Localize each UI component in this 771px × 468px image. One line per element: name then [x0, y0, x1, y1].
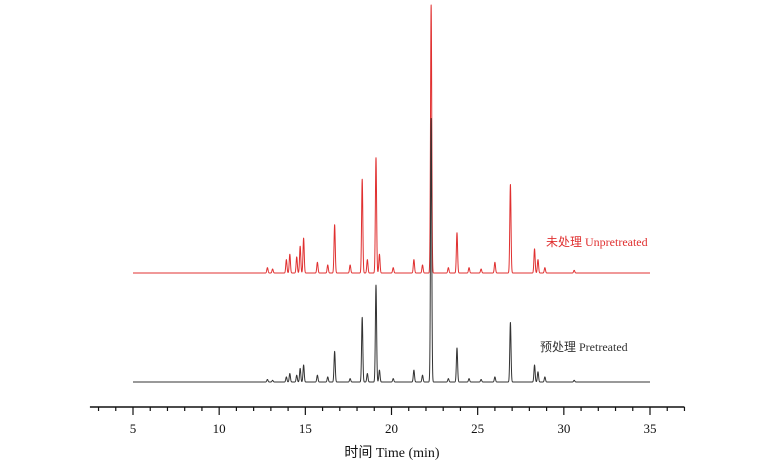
x-tick-label: 10: [213, 421, 226, 436]
series-label-1: 预处理 Pretreated: [540, 340, 628, 354]
traces-layer: [132, 4, 651, 383]
x-tick-label: 30: [557, 421, 570, 436]
x-tick-label: 15: [299, 421, 312, 436]
x-tick-label: 35: [644, 421, 657, 436]
x-axis: 5 10 15 20 25 30 35: [89, 406, 686, 436]
x-tick-label: 25: [471, 421, 484, 436]
x-axis-title: 时间 Time (min): [344, 445, 439, 461]
series-line-1: [132, 118, 651, 383]
series-line-0: [132, 4, 651, 274]
x-ticks: 5 10 15 20 25 30 35: [97, 407, 686, 436]
series-label-0: 未处理 Unpretreated: [546, 235, 648, 249]
series-labels-layer: 未处理 Unpretreated 预处理 Pretreated: [540, 235, 648, 354]
x-tick-label: 5: [130, 421, 137, 436]
x-tick-label: 20: [385, 421, 398, 436]
